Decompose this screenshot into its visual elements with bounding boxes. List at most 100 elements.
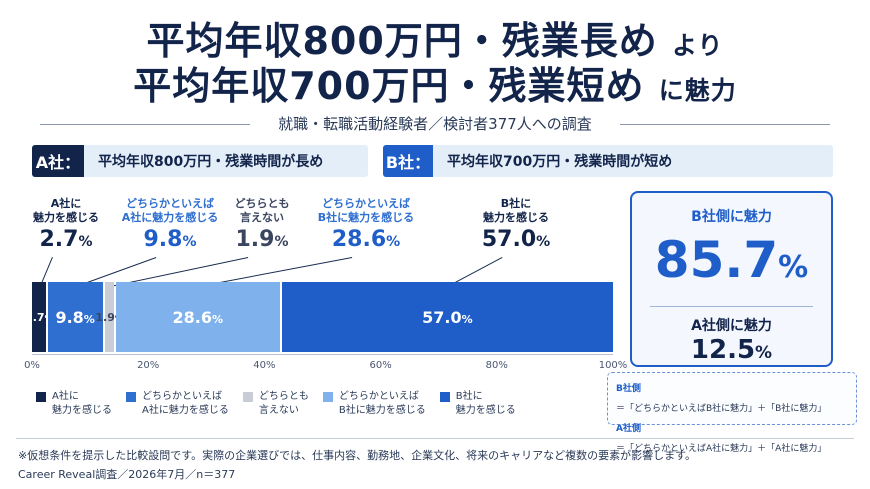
callout-label-line2: A社に魅力を感じる [121, 211, 219, 224]
kpi-a-number: 12.5 [690, 335, 756, 365]
callout-2: どちらかといえば A社に魅力を感じる 9.8% [110, 197, 230, 252]
definition-b-head: B社側 [616, 384, 641, 394]
x-axis-line [32, 354, 613, 355]
legend-label-line2: 魅力を感じる [52, 405, 112, 416]
legend-label: A社に魅力を感じる [52, 390, 112, 418]
subtitle-rule-left [40, 124, 250, 125]
title-line-2-suffix: に魅力 [658, 76, 737, 105]
callout-1: A社に 魅力を感じる 2.7% [6, 197, 126, 252]
legend-label-line2: A社に魅力を感じる [142, 405, 229, 416]
legend: A社に 魅力を感じる どちらかといえば A社に魅力を感じる どちらとも 言えない どちらかと… [36, 390, 530, 418]
callout-4: どちらかといえば B社に魅力を感じる 28.6% [306, 197, 426, 252]
legend-swatch [242, 392, 253, 402]
callout-value: 57.0% [456, 227, 576, 252]
bar-segment-3: 1.9% [95, 282, 123, 352]
callout-unit: % [536, 234, 551, 250]
callout-label-line2: B社に魅力を感じる [317, 211, 415, 224]
kpi-a-value: 12.5% [632, 335, 831, 368]
definition-a-head: A社側 [616, 424, 641, 434]
callout-value: 2.7% [6, 227, 126, 252]
callout-number: 57.0 [481, 227, 537, 252]
legend-swatch [322, 392, 333, 402]
bar-segment-unit: % [211, 312, 223, 326]
title-line-2: 平均年収700万円・残業短め に魅力 [0, 55, 870, 110]
kpi-divider [650, 306, 813, 307]
bar-segment-unit: % [461, 312, 473, 326]
title-line-1-main: 平均年収800万円・残業長め [146, 19, 658, 63]
bar-segment-value: 2.7 [25, 310, 45, 324]
legend-swatch [36, 392, 46, 402]
legend-label: どちらとも 言えない [259, 390, 309, 418]
definition-b: B社側 ＝「どちらかといえばB社に魅力」＋「B社に魅力」 [616, 379, 848, 419]
bar-segment-label-2: 9.8% [55, 308, 94, 327]
legend-label-line1: どちらとも [258, 391, 309, 402]
kpi-a-label: A社側に魅力 [691, 318, 772, 334]
bar-segment-label-4: 28.6% [172, 308, 223, 327]
title-line-1: 平均年収800万円・残業長め より [0, 10, 870, 65]
callout-label-line1: どちらとも [234, 197, 290, 210]
bar-segment-5: 57.0% [281, 282, 613, 352]
bar-segment-1: 2.7% [25, 282, 53, 352]
x-tick-label: 100% [598, 360, 628, 371]
callout-label-line1: どちらかといえば [322, 197, 410, 210]
source-line: Career Reveal調査／2026年7月／n＝377 [18, 468, 236, 481]
kpi-b-unit: % [778, 250, 809, 285]
legend-label-line1: A社に [52, 391, 79, 402]
definition-box: B社側 ＝「どちらかといえばB社に魅力」＋「B社に魅力」 A社側 ＝「どちらかといえ… [607, 372, 857, 454]
legend-item: どちらかといえば B社に魅力を感じる [322, 390, 426, 418]
bar-segment-value: 9.8 [55, 307, 84, 327]
legend-item: どちらかといえば A社に魅力を感じる [126, 390, 229, 418]
title-line-1-suffix: より [672, 31, 724, 60]
callout-label-line1: どちらかといえば [126, 197, 214, 210]
bar-segment-unit: % [83, 312, 95, 326]
x-tick-label: 0% [24, 360, 40, 371]
title-line-2-main: 平均年収700万円・残業短め [133, 64, 645, 108]
legend-item: A社に魅力を感じる [36, 390, 112, 418]
definition-a-formula: ＝「どちらかといえばA社に魅力」＋「A社に魅力」 [616, 444, 827, 454]
callout-value: 1.9% [202, 227, 322, 252]
callout-number: 28.6 [331, 227, 387, 252]
x-tick-label: 60% [369, 360, 392, 371]
company-a-description: 平均年収800万円・残業時間が長め [98, 154, 324, 170]
legend-swatch [439, 392, 450, 402]
kpi-card: B社側に魅力 85.7% A社側に魅力 12.5% [630, 191, 833, 367]
company-a-banner: A社： 平均年収800万円・残業時間が長め [32, 145, 368, 177]
kpi-b-number: 85.7 [654, 231, 779, 289]
legend-label-line1: どちらかといえば [142, 391, 222, 402]
callout-5: B社に 魅力を感じる 57.0% [456, 197, 576, 252]
bar-segment-4: 28.6% [115, 282, 280, 352]
callout-label-line1: A社に [50, 197, 82, 210]
legend-label: どちらかといえば B社に魅力を感じる [339, 390, 426, 418]
legend-label-line1: どちらかといえば [338, 391, 419, 402]
bar-segment-value: 57.0 [422, 307, 462, 327]
x-tick-label: 20% [137, 360, 160, 371]
subtitle: 就職・転職活動経験者／検討者377人への調査 [278, 115, 592, 133]
bar-segment-value: 28.6 [172, 307, 212, 327]
callout-3: どちらとも 言えない 1.9% [202, 197, 322, 252]
callout-value: 28.6% [306, 227, 426, 252]
bar-segment-2: 9.8% [47, 282, 103, 352]
definition-a: A社側 ＝「どちらかといえばA社に魅力」＋「A社に魅力」 [616, 419, 848, 459]
callout-number: 1.9 [235, 227, 275, 252]
bar-segment-label-5: 57.0% [422, 308, 473, 327]
stacked-bar: 2.7%9.8%1.9%28.6%57.0% [25, 282, 613, 352]
bar-segment-value: 1.9 [95, 310, 115, 324]
callout-unit: % [274, 234, 289, 250]
callout-unit: % [182, 234, 197, 250]
legend-item: どちらとも 言えない [242, 390, 309, 418]
legend-label-line2: 言えない [258, 405, 299, 416]
subtitle-rule-right [620, 124, 830, 125]
callout-label-line2: 魅力を感じる [483, 211, 549, 224]
callout-unit: % [386, 234, 401, 250]
kpi-a-unit: % [755, 343, 773, 363]
x-tick-label: 40% [253, 360, 276, 371]
callout-number: 2.7 [39, 227, 79, 252]
company-b-description: 平均年収700万円・残業時間が短め [447, 154, 673, 170]
company-b-tag: B社： [383, 145, 433, 177]
company-a-tag: A社： [32, 145, 84, 177]
legend-label: どちらかといえば A社に魅力を感じる [142, 390, 229, 418]
legend-label-line1: B社に [455, 391, 483, 402]
legend-label: B社に 魅力を感じる [456, 390, 516, 418]
footer-rule [16, 438, 854, 439]
footnote: ※仮想条件を提示した比較設問です。実際の企業選びでは、仕事内容、勤務地、企業文化… [18, 449, 697, 462]
